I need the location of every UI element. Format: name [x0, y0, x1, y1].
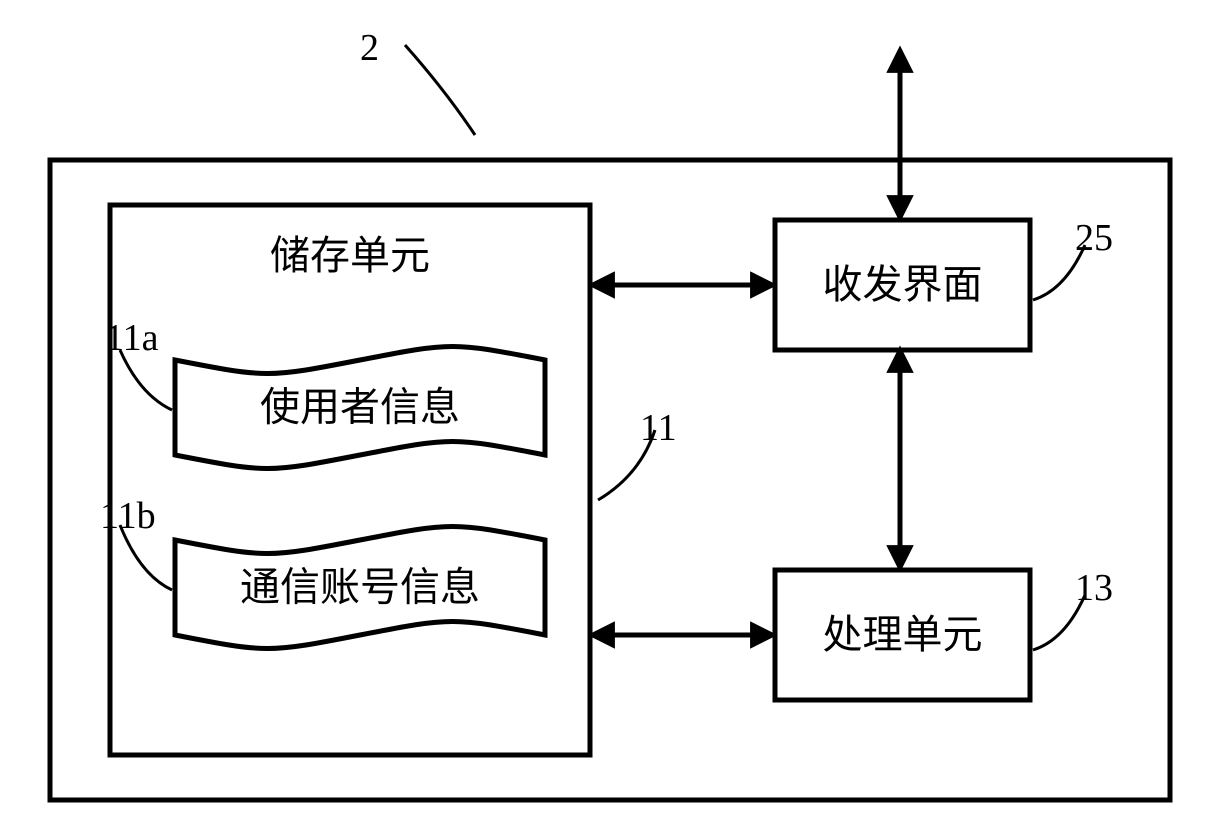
storage-ref: 11: [640, 407, 677, 449]
system-ref: 2: [360, 27, 379, 69]
system-leader: [405, 45, 475, 135]
transceiver-label: 收发界面: [823, 262, 983, 307]
comm-info-ref: 11b: [100, 495, 156, 537]
user-info-label: 使用者信息: [260, 385, 460, 430]
user-info-leader: [120, 350, 172, 410]
storage-unit-box: [110, 205, 590, 755]
system-box: [50, 160, 1170, 800]
processing-unit-label: 处理单元: [823, 612, 983, 657]
user-info-ref: 11a: [105, 317, 159, 359]
storage-unit-label: 储存单元: [270, 233, 430, 278]
transceiver-ref: 25: [1075, 217, 1113, 259]
processing-ref: 13: [1075, 567, 1113, 609]
comm-info-label: 通信账号信息: [240, 565, 480, 610]
